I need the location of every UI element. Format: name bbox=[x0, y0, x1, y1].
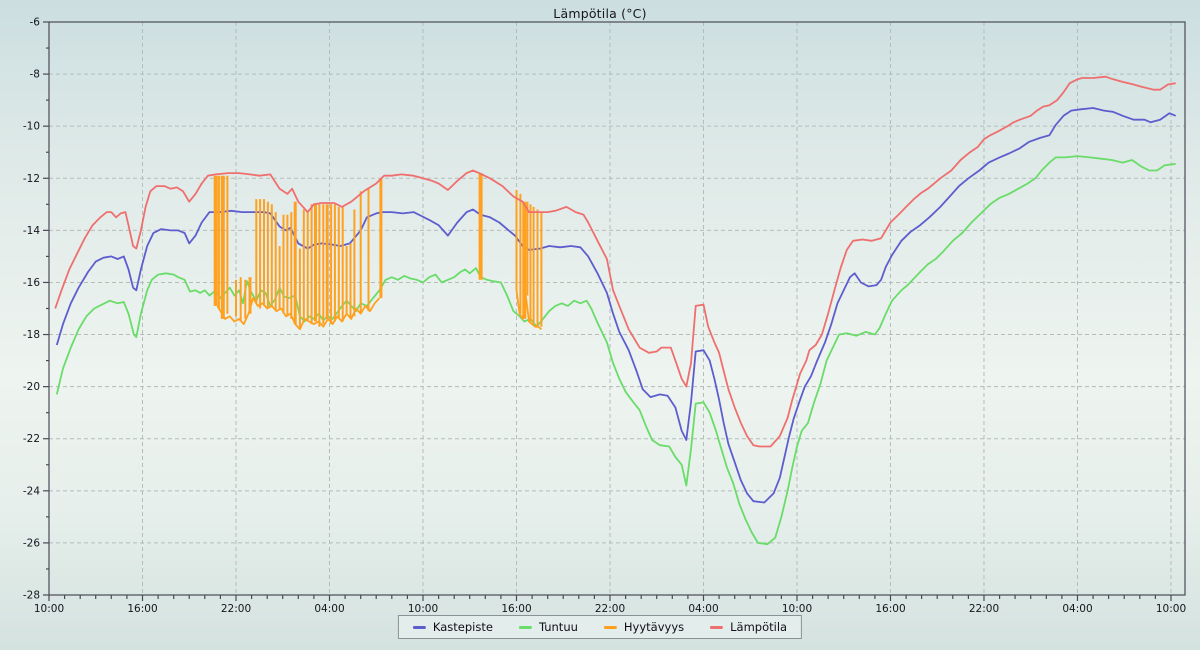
series-lampotila bbox=[54, 75, 1176, 448]
legend: Kastepiste Tuntuu Hyytävyys Lämpötila bbox=[397, 615, 803, 639]
axis-ticks bbox=[43, 21, 1172, 601]
legend-label-hyytavyys: Hyytävyys bbox=[623, 620, 685, 634]
legend-label-lampotila: Lämpötila bbox=[730, 620, 788, 634]
svg-text:10:00: 10:00 bbox=[408, 603, 438, 615]
svg-text:04:00: 04:00 bbox=[1062, 603, 1092, 615]
svg-text:16:00: 16:00 bbox=[127, 603, 157, 615]
svg-text:-26: -26 bbox=[23, 537, 40, 549]
legend-item-kastepiste: Kastepiste bbox=[412, 619, 493, 635]
x-tick-labels: 10:00 16:00 22:00 04:00 10:00 16:00 22:00 04:00… bbox=[34, 603, 1186, 615]
series-hyytavyys bbox=[213, 173, 543, 331]
svg-text:-16: -16 bbox=[23, 277, 40, 289]
svg-text:-24: -24 bbox=[23, 485, 40, 497]
svg-text:-12: -12 bbox=[23, 173, 40, 185]
svg-text:-18: -18 bbox=[23, 329, 40, 341]
series-tuntuu bbox=[55, 155, 1176, 546]
svg-text:22:00: 22:00 bbox=[595, 603, 625, 615]
svg-text:04:00: 04:00 bbox=[314, 603, 344, 615]
svg-text:10:00: 10:00 bbox=[34, 603, 64, 615]
svg-text:16:00: 16:00 bbox=[501, 603, 531, 615]
legend-label-tuntuu: Tuntuu bbox=[538, 620, 578, 634]
legend-label-kastepiste: Kastepiste bbox=[432, 620, 493, 634]
svg-text:-20: -20 bbox=[23, 381, 40, 393]
svg-text:04:00: 04:00 bbox=[688, 603, 718, 615]
svg-text:-14: -14 bbox=[23, 225, 40, 237]
chart-title: Lämpötila (°C) bbox=[553, 6, 647, 21]
legend-item-hyytavyys: Hyytävyys bbox=[603, 619, 685, 635]
y-tick-labels: -6 -8 -10 -12 -14 -16 -18 -20 -22 -24 -26 -28 bbox=[23, 17, 40, 602]
legend-swatch-kastepiste bbox=[412, 625, 426, 629]
svg-text:10:00: 10:00 bbox=[1156, 603, 1186, 615]
legend-swatch-tuntuu bbox=[518, 625, 532, 629]
gridlines bbox=[49, 22, 1185, 595]
legend-swatch-lampotila bbox=[710, 625, 724, 629]
legend-item-tuntuu: Tuntuu bbox=[518, 619, 578, 635]
legend-item-lampotila: Lämpötila bbox=[710, 619, 787, 635]
svg-text:22:00: 22:00 bbox=[969, 603, 999, 615]
svg-text:-8: -8 bbox=[30, 69, 40, 81]
svg-text:-6: -6 bbox=[30, 17, 41, 29]
legend-swatch-hyytavyys bbox=[603, 625, 617, 629]
svg-text:22:00: 22:00 bbox=[221, 603, 251, 615]
svg-text:16:00: 16:00 bbox=[875, 603, 905, 615]
svg-text:-22: -22 bbox=[23, 433, 40, 445]
svg-text:-10: -10 bbox=[23, 121, 40, 133]
svg-text:10:00: 10:00 bbox=[782, 603, 812, 615]
svg-text:-28: -28 bbox=[23, 590, 40, 602]
